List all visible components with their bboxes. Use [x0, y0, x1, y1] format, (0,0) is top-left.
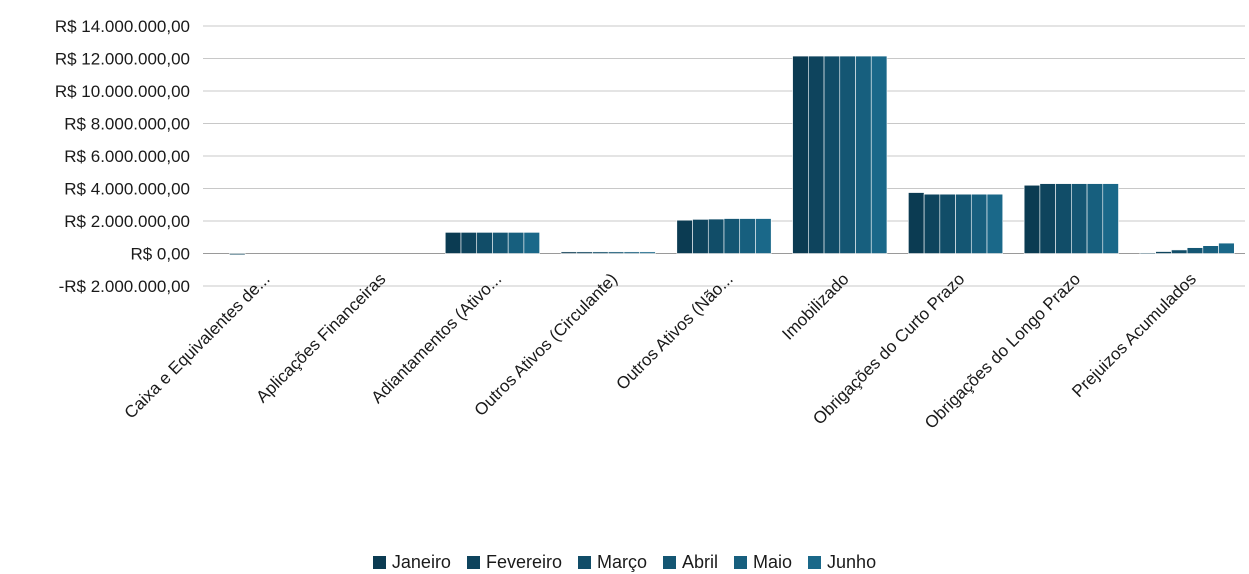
legend-label: Abril: [682, 551, 719, 572]
bar: [739, 218, 756, 254]
bar: [676, 219, 693, 254]
legend: Janeiro Fevereiro Março Abril Maio Junho: [0, 550, 1249, 574]
bar: [623, 251, 640, 254]
legend-swatch: [808, 555, 822, 569]
legend-item: Maio: [734, 552, 792, 573]
legend-swatch: [734, 555, 748, 569]
y-tick-label: R$ 4.000.000,00: [64, 180, 190, 199]
bar: [460, 232, 478, 254]
bar: [955, 193, 972, 254]
bar: [1155, 251, 1172, 254]
grid-lines: [203, 25, 1245, 287]
bar: [492, 232, 509, 254]
bar: [1039, 183, 1056, 254]
y-tick-label: -R$ 2.000.000,00: [59, 277, 190, 296]
legend-item: Janeiro: [372, 551, 451, 573]
y-tick-label: R$ 12.000.000,00: [55, 50, 190, 69]
legend-item: Março: [577, 551, 647, 573]
x-category-label: Adiantamentos (Ativo...: [368, 269, 506, 407]
bar: [923, 193, 941, 254]
bar: [792, 55, 809, 254]
legend-item: Junho: [808, 552, 876, 573]
bar: [908, 192, 925, 254]
bar: [755, 218, 772, 254]
x-category-label: Aplicações Financeiras: [252, 269, 389, 406]
y-tick-label: R$ 14.000.000,00: [55, 17, 190, 36]
bar: [870, 55, 888, 254]
legend-swatch: [577, 555, 591, 569]
legend-swatch: [372, 555, 386, 569]
bar: [229, 253, 246, 256]
bar: [592, 251, 609, 254]
y-tick-label: R$ 10.000.000,00: [55, 82, 190, 101]
bar: [576, 251, 593, 254]
x-category-label: Imobilizado: [778, 269, 852, 343]
legend-item: Fevereiro: [466, 551, 562, 573]
bar: [476, 232, 493, 254]
legend-swatch: [663, 555, 676, 569]
legend-label: Março: [596, 551, 647, 572]
bar: [986, 193, 1004, 254]
y-tick-label: R$ 2.000.000,00: [64, 212, 190, 231]
bar: [1071, 183, 1088, 254]
y-tick-label: R$ 0,00: [130, 245, 190, 264]
bar: [855, 55, 872, 254]
bar: [939, 193, 956, 254]
y-axis-tick-labels: -R$ 2.000.000,00 R$ 0,00 R$ 2.000.000,00 R$…: [55, 17, 190, 296]
bar: [692, 219, 709, 254]
legend-label: Janeiro: [391, 551, 451, 572]
bar: [607, 251, 625, 254]
legend-swatch: [466, 555, 480, 569]
legend-item: Abril: [663, 552, 718, 573]
bar-chart: -R$ 2.000.000,00 R$ 0,00 R$ 2.000.000,00 R$…: [55, 17, 1245, 433]
bar: [1218, 242, 1235, 254]
legend-label: Fevereiro: [485, 551, 562, 572]
bar: [1086, 183, 1104, 254]
bar: [1186, 247, 1204, 254]
bar: [1202, 245, 1219, 254]
bar: [1139, 252, 1156, 254]
bar: [723, 218, 741, 254]
y-tick-label: R$ 6.000.000,00: [64, 147, 190, 166]
bar: [444, 232, 462, 254]
bar: [639, 251, 656, 254]
y-tick-label: R$ 8.000.000,00: [64, 115, 190, 134]
bar: [1102, 183, 1119, 254]
bar: [808, 55, 825, 254]
bar: [970, 193, 988, 254]
bar: [707, 218, 725, 254]
bar: [1023, 184, 1041, 254]
x-category-label: Prejuizos Acumulados: [1068, 269, 1200, 401]
bar: [1055, 183, 1072, 254]
bar: [523, 232, 540, 254]
bars: [229, 55, 1235, 256]
bar: [1171, 249, 1188, 254]
bar: [560, 251, 578, 254]
x-axis-category-labels: Caixa e Equivalentes de...Aplicações Fin…: [121, 269, 1200, 432]
bar: [823, 55, 841, 254]
legend-label: Junho: [827, 551, 877, 572]
bar: [839, 55, 856, 254]
legend-label: Maio: [753, 551, 793, 572]
bar: [507, 232, 525, 254]
x-category-label: Outros Ativos (Não...: [612, 269, 736, 393]
